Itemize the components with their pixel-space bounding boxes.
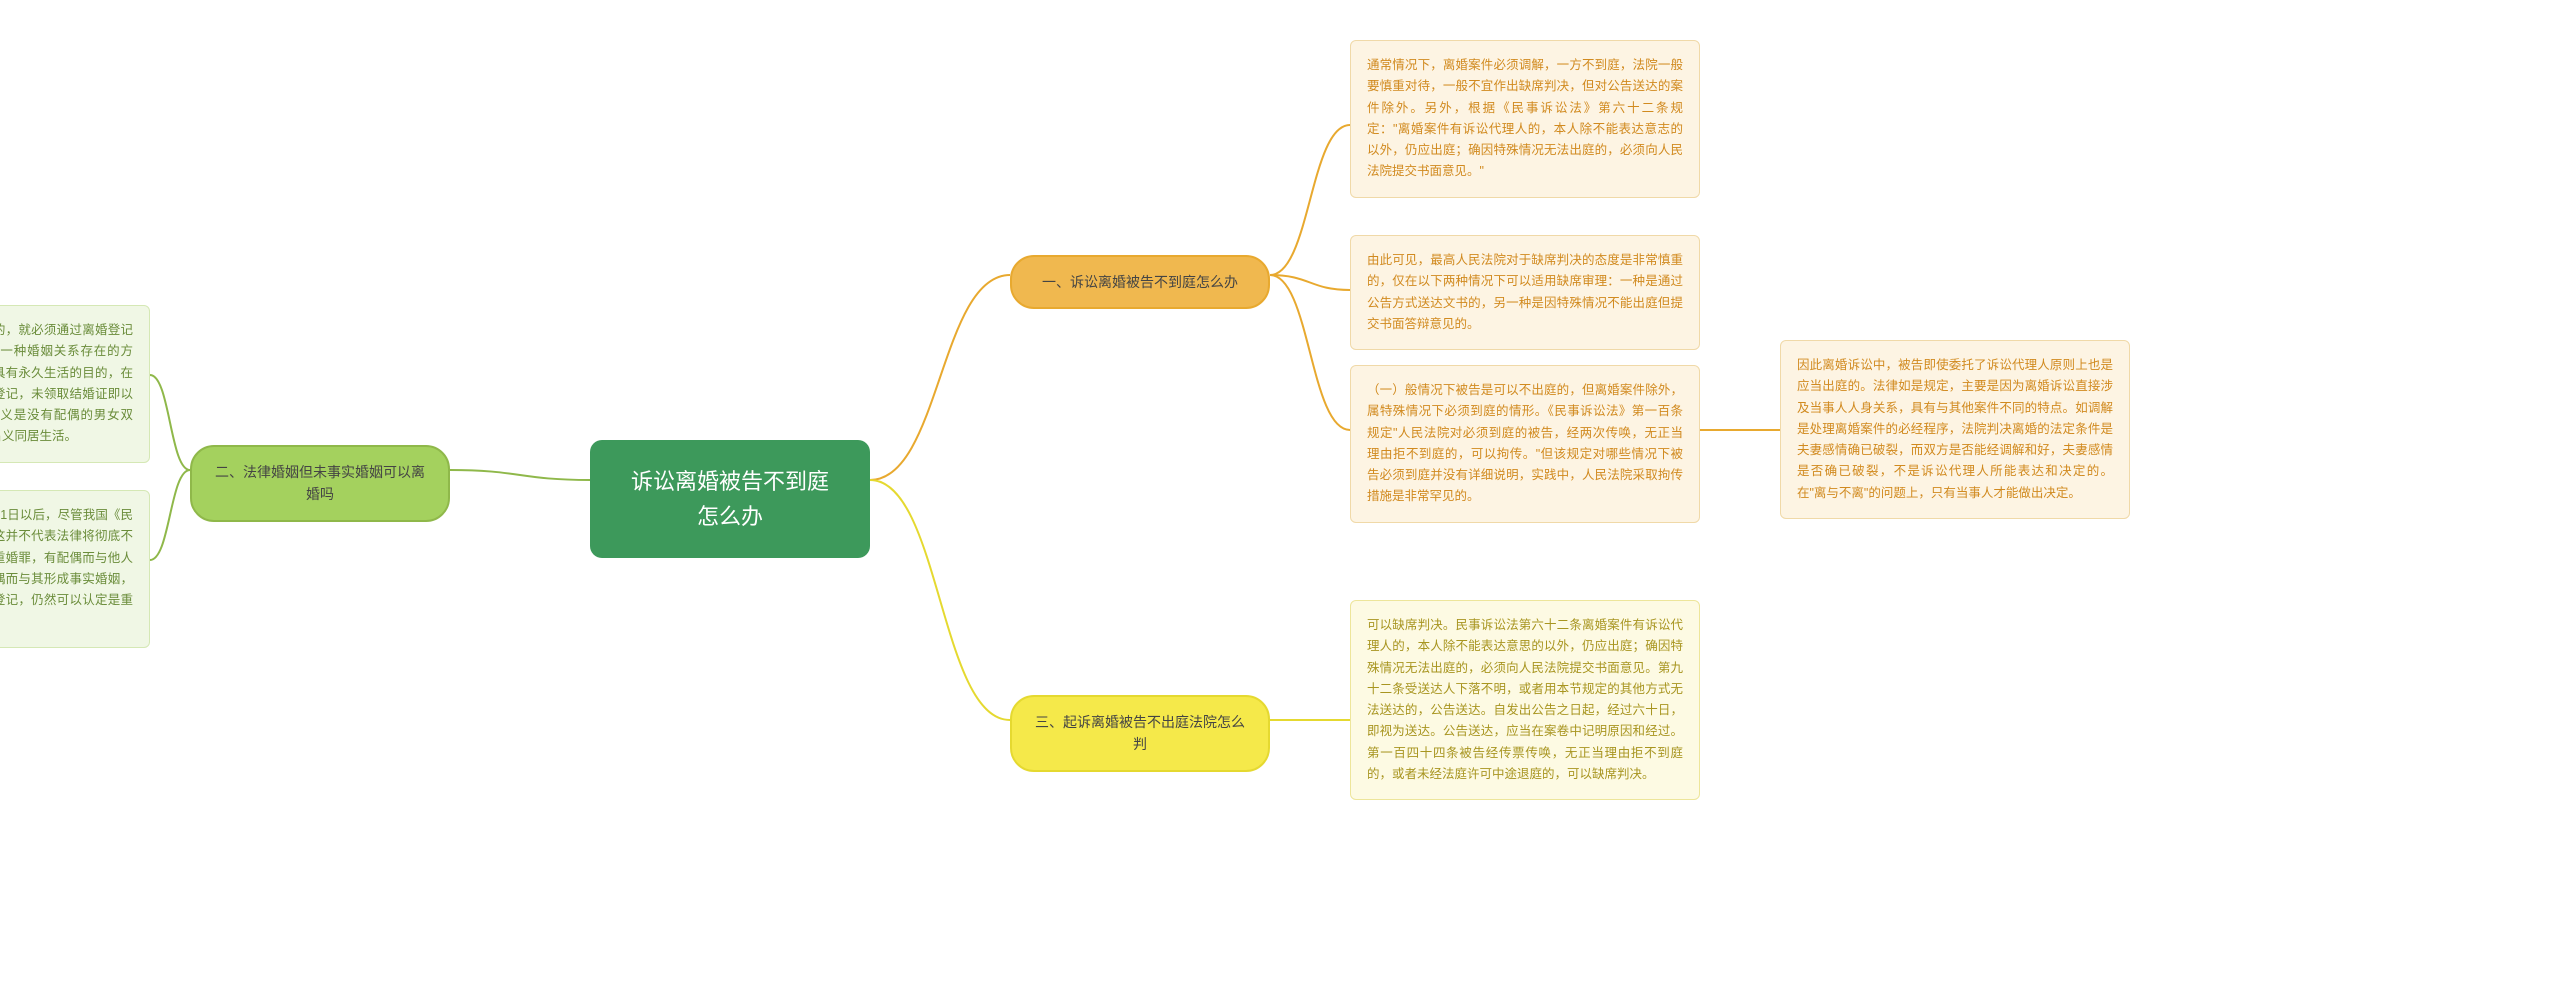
branch-1-sub-leaf: 因此离婚诉讼中，被告即使委托了诉讼代理人原则上也是应当出庭的。法律如是规定，主要…: [1780, 340, 2130, 519]
branch-2-leaf-2: 事实婚姻还存在，自1994年2月1日以后，尽管我国《民法典》不再承认事实婚姻，但…: [0, 490, 150, 648]
branch-1-leaf-2: 由此可见，最高人民法院对于缺席判决的态度是非常慎重的，仅在以下两种情况下可以适用…: [1350, 235, 1700, 350]
leaf-text: 由此可见，最高人民法院对于缺席判决的态度是非常慎重的，仅在以下两种情况下可以适用…: [1367, 250, 1683, 335]
branch-3-node: 三、起诉离婚被告不出庭法院怎么判: [1010, 695, 1270, 772]
leaf-text: 因此离婚诉讼中，被告即使委托了诉讼代理人原则上也是应当出庭的。法律如是规定，主要…: [1797, 355, 2113, 504]
branch-2-leaf-1: 可以离婚，已经形成法律婚姻的，就必须通过离婚登记来解除婚姻关系。事实婚姻是一种婚…: [0, 305, 150, 463]
root-node: 诉讼离婚被告不到庭怎么办: [590, 440, 870, 558]
branch-1-leaf-1: 通常情况下，离婚案件必须调解，一方不到庭，法院一般要慎重对待，一般不宜作出缺席判…: [1350, 40, 1700, 198]
branch-1-node: 一、诉讼离婚被告不到庭怎么办: [1010, 255, 1270, 309]
leaf-text: （一）般情况下被告是可以不出庭的，但离婚案件除外，属特殊情况下必须到庭的情形。《…: [1367, 380, 1683, 508]
branch-2-node: 二、法律婚姻但未事实婚姻可以离婚吗: [190, 445, 450, 522]
leaf-text: 事实婚姻还存在，自1994年2月1日以后，尽管我国《民法典》不再承认事实婚姻，但…: [0, 505, 133, 633]
branch-1-label: 一、诉讼离婚被告不到庭怎么办: [1042, 271, 1238, 293]
leaf-text: 可以缺席判决。民事诉讼法第六十二条离婚案件有诉讼代理人的，本人除不能表达意思的以…: [1367, 615, 1683, 785]
branch-3-label: 三、起诉离婚被告不出庭法院怎么判: [1032, 711, 1248, 756]
branch-3-leaf-1: 可以缺席判决。民事诉讼法第六十二条离婚案件有诉讼代理人的，本人除不能表达意思的以…: [1350, 600, 1700, 800]
mindmap-container: 诉讼离婚被告不到庭怎么办 一、诉讼离婚被告不到庭怎么办 通常情况下，离婚案件必须…: [0, 0, 2560, 986]
branch-2-label: 二、法律婚姻但未事实婚姻可以离婚吗: [212, 461, 428, 506]
leaf-text: 可以离婚，已经形成法律婚姻的，就必须通过离婚登记来解除婚姻关系。事实婚姻是一种婚…: [0, 320, 133, 448]
leaf-text: 通常情况下，离婚案件必须调解，一方不到庭，法院一般要慎重对待，一般不宜作出缺席判…: [1367, 55, 1683, 183]
root-label: 诉讼离婚被告不到庭怎么办: [626, 464, 834, 534]
branch-1-leaf-3: （一）般情况下被告是可以不出庭的，但离婚案件除外，属特殊情况下必须到庭的情形。《…: [1350, 365, 1700, 523]
